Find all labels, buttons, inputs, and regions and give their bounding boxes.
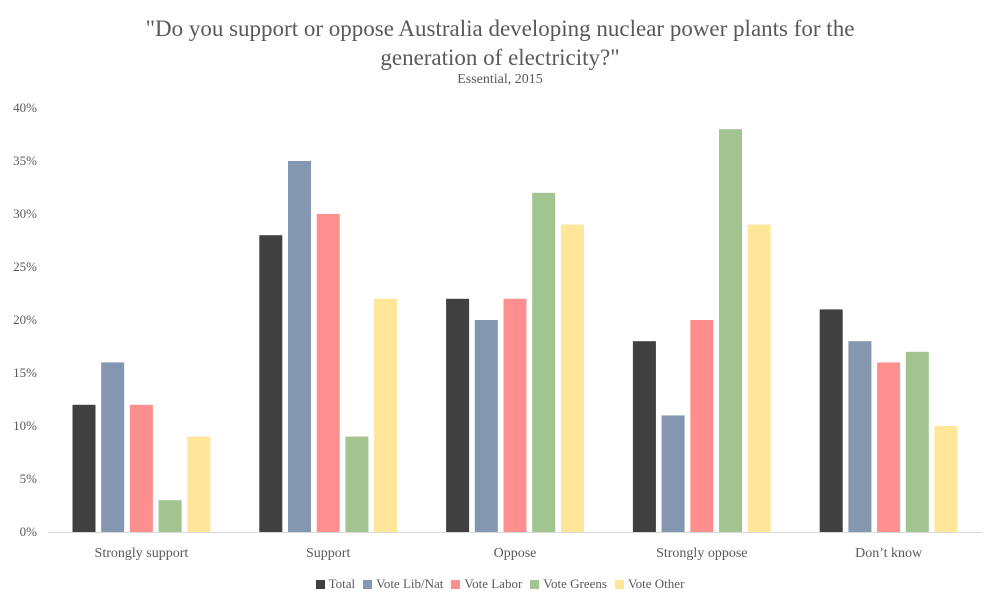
y-tick-label: 25% [13,259,37,274]
x-tick-label: Don’t know [855,546,923,561]
bar [503,298,527,532]
legend-swatch [451,579,461,589]
bar [632,341,656,532]
bar [446,298,470,532]
legend-swatch [363,579,373,589]
legend-label: Total [328,576,356,591]
bar [819,309,843,532]
legend-swatch [530,579,540,589]
chart-title-line-2: generation of electricity?" [380,45,620,70]
y-tick-label: 0% [20,524,38,539]
y-tick-label: 40% [13,100,37,115]
bar [374,298,398,532]
y-tick-label: 15% [13,365,37,380]
chart-title-line-1: "Do you support or oppose Australia deve… [145,16,855,41]
bar [848,341,872,532]
bar [747,224,771,532]
bar [719,129,742,532]
bar [259,235,283,532]
bar [72,404,96,532]
bar [690,320,714,532]
y-tick-label: 10% [13,418,37,433]
legend-swatch [614,579,624,589]
bar [288,161,311,532]
y-tick-label: 5% [20,471,38,486]
bar [316,214,340,532]
chart-legend: Total Vote Lib/Nat Vote Labor Vote Greens Vo… [0,576,1000,592]
legend-item: Vote Greens [530,576,607,592]
legend-label: Vote Labor [464,576,523,591]
legend-item: Vote Lib/Nat [363,576,443,592]
bar [345,436,369,532]
bar [474,320,498,532]
legend-item: Vote Other [614,576,685,592]
bar [129,404,153,532]
bar [187,436,211,532]
legend-label: Vote Lib/Nat [376,576,444,591]
bar [877,362,901,532]
legend-item: Vote Labor [451,576,522,592]
bar [532,192,556,533]
x-tick-label: Support [306,546,350,561]
legend-item: Total [315,576,356,592]
x-tick-label: Strongly oppose [656,546,747,561]
bar [560,224,584,532]
legend-label: Vote Greens [543,576,607,591]
legend-swatch [315,579,325,589]
bar [934,426,958,532]
bar [905,351,929,532]
chart-subtitle: Essential, 2015 [457,72,543,87]
x-tick-label: Strongly support [95,546,189,561]
bar [101,362,125,532]
bar [661,415,685,532]
y-tick-label: 35% [13,153,37,168]
x-tick-label: Oppose [494,546,537,561]
legend-label: Vote Other [627,576,685,591]
y-tick-label: 20% [13,312,37,327]
chart-title: "Do you support or oppose Australia deve… [0,14,1000,72]
bar [158,500,182,532]
y-tick-label: 30% [13,206,37,221]
